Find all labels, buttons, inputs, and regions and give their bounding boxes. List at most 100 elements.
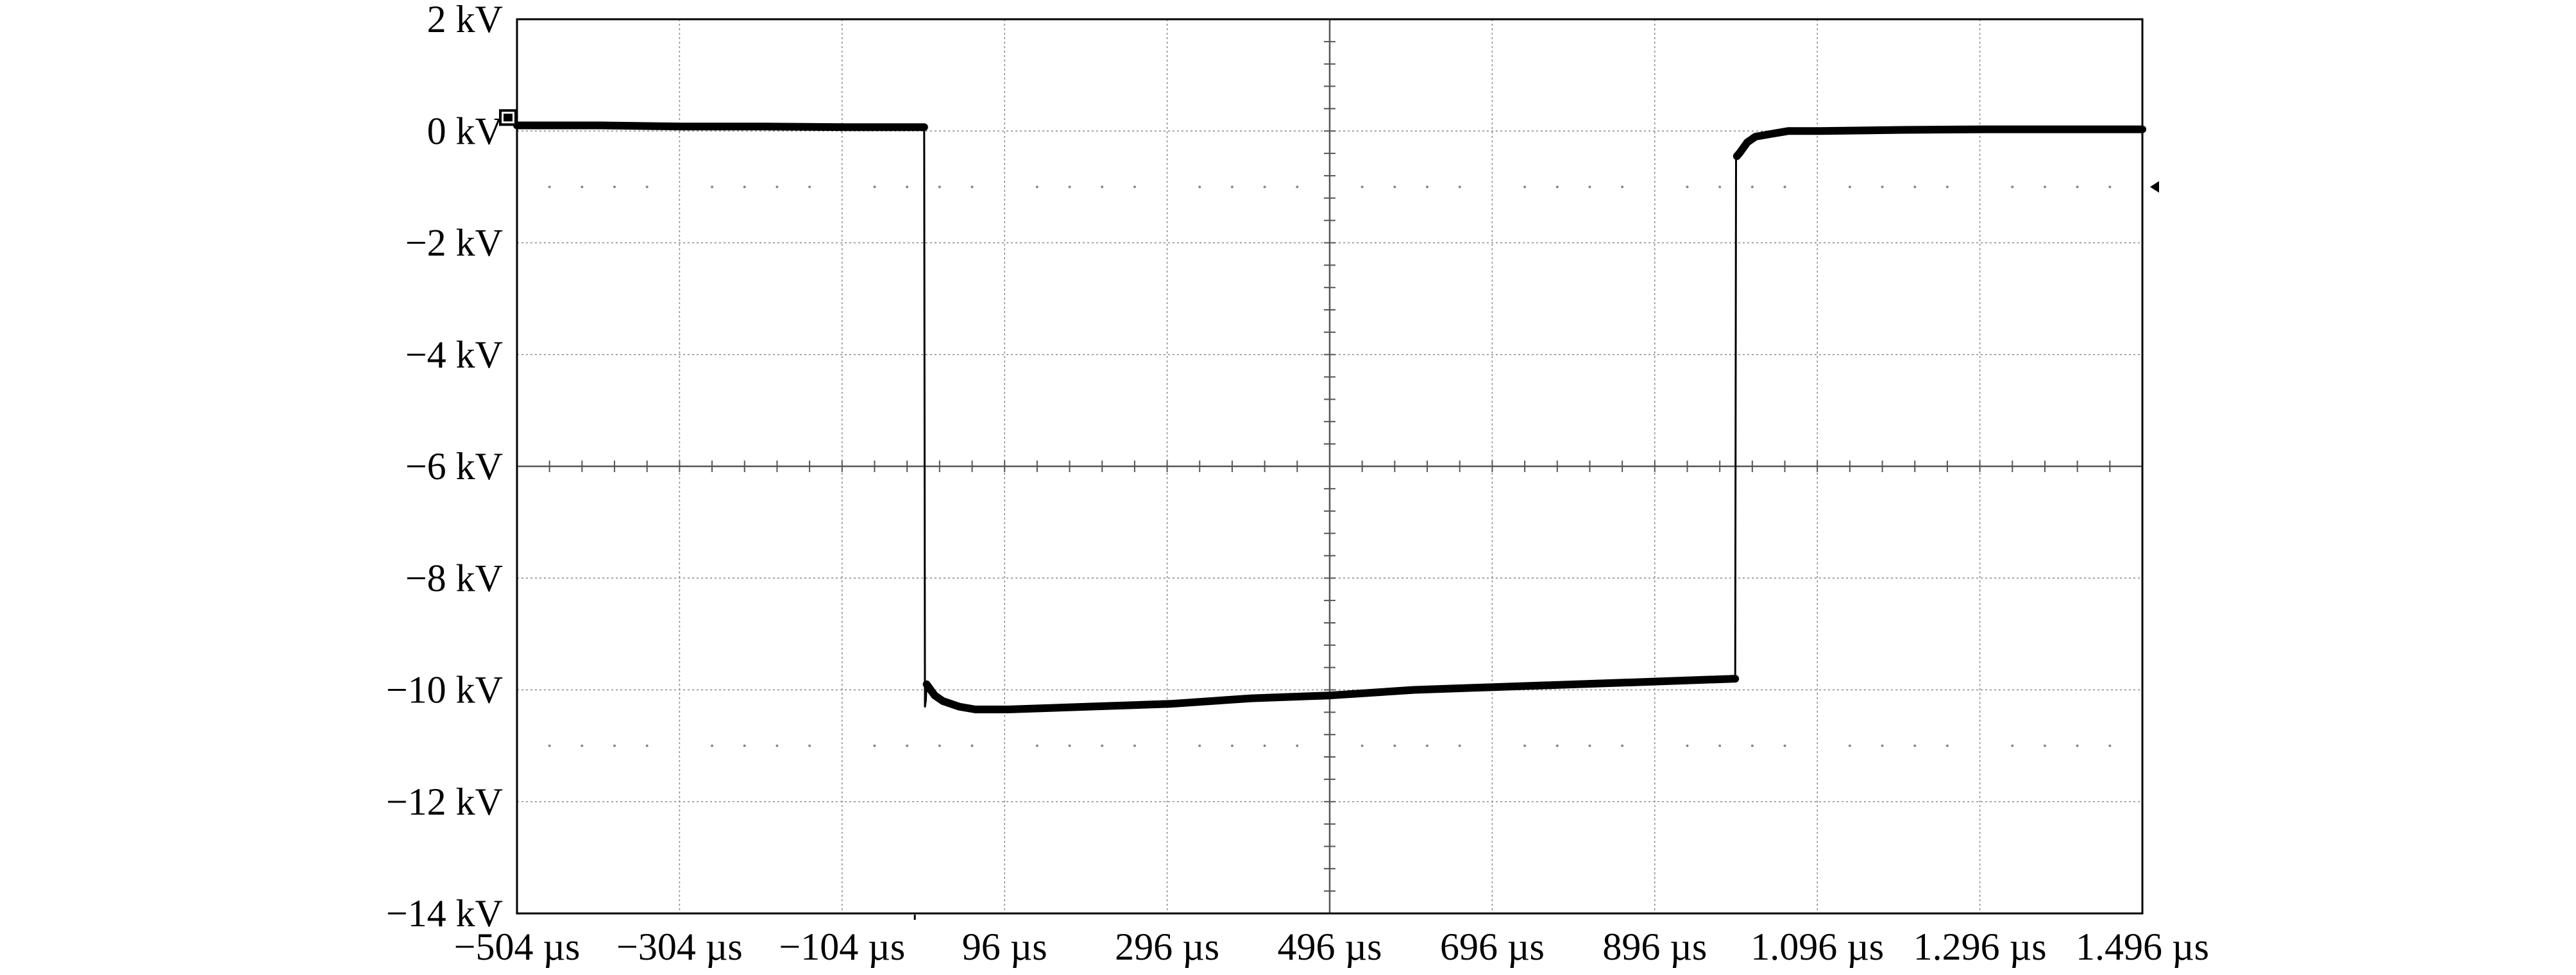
minor-grid-dot — [1426, 185, 1429, 189]
y-tick-label: −14 kV — [386, 892, 503, 935]
minor-grid-dot — [1686, 185, 1689, 189]
minor-grid-dot — [2108, 744, 2112, 747]
y-tick-label: 0 kV — [427, 110, 503, 152]
minor-grid-dot — [1068, 185, 1071, 189]
minor-grid-dot — [580, 744, 584, 747]
minor-grid-dot — [1686, 744, 1689, 747]
minor-grid-dot — [2011, 185, 2014, 189]
x-tick-label: 1.296 µs — [1913, 926, 2047, 968]
minor-grid-dot — [711, 185, 714, 189]
trace-segment — [922, 675, 1740, 713]
minor-grid-dot — [2043, 744, 2046, 747]
trigger-level-marker — [2150, 181, 2159, 193]
minor-grid-dot — [938, 185, 941, 189]
y-tick-label: −6 kV — [405, 445, 503, 488]
minor-grid-dot — [1101, 744, 1104, 747]
grid — [517, 19, 2142, 913]
x-tick-label: −504 µs — [454, 926, 580, 968]
minor-grid-dot — [711, 744, 714, 747]
minor-grid-dot — [1945, 744, 1949, 747]
minor-grid-dot — [645, 185, 648, 189]
minor-grid-dot — [548, 185, 551, 189]
minor-grid-dot — [1523, 185, 1527, 189]
minor-grid-dot — [970, 744, 974, 747]
minor-grid-dot — [1588, 744, 1591, 747]
x-tick-label: 896 µs — [1602, 926, 1707, 968]
minor-grid-dot — [548, 744, 551, 747]
y-tick-label: 2 kV — [427, 0, 503, 40]
channel-reference-marker-fill — [504, 114, 513, 122]
minor-grid-dot — [1230, 185, 1233, 189]
minor-grid-dot — [1621, 744, 1624, 747]
minor-grid-dot — [873, 744, 876, 747]
minor-grid-dot — [1783, 744, 1786, 747]
minor-grid-dot — [1848, 744, 1851, 747]
minor-grid-dot — [1393, 744, 1396, 747]
trace — [513, 121, 2146, 713]
minor-grid-dot — [1523, 744, 1527, 747]
minor-grid-dot — [873, 185, 876, 189]
x-tick-label: −304 µs — [616, 926, 743, 968]
minor-grid-dot — [1133, 744, 1136, 747]
minor-grid-dot — [1198, 185, 1201, 189]
y-tick-label: −8 kV — [405, 557, 503, 599]
markers — [499, 109, 2159, 920]
minor-grid-dot — [906, 185, 909, 189]
minor-grid-dot — [1458, 185, 1461, 189]
minor-grid-dot — [906, 744, 909, 747]
minor-grid-dot — [1263, 185, 1266, 189]
minor-grid-dot — [1783, 185, 1786, 189]
minor-grid-dot — [1101, 185, 1104, 189]
minor-grid-dot — [808, 744, 811, 747]
minor-grid-dot — [2076, 744, 2079, 747]
minor-grid-dot — [613, 744, 616, 747]
x-tick-label: −104 µs — [779, 926, 905, 968]
minor-grid-dot — [1068, 744, 1071, 747]
y-axis-ticks: 2 kV 0 kV −2 kV −4 kV −6 kV −8 kV −10 kV −12 kV… — [386, 0, 503, 935]
minor-grid-dot — [1881, 744, 1884, 747]
minor-grid-dot — [743, 185, 746, 189]
minor-grid-dot — [1296, 744, 1299, 747]
minor-grid-dot — [580, 185, 584, 189]
minor-grid-dot — [1296, 185, 1299, 189]
minor-grid-dot — [743, 744, 746, 747]
minor-grid-dot — [1718, 744, 1722, 747]
minor-grid-dot — [1393, 185, 1396, 189]
minor-grid-dot — [645, 744, 648, 747]
minor-grid-dot — [1621, 185, 1624, 189]
x-tick-label: 696 µs — [1440, 926, 1545, 968]
minor-grid-dot — [1881, 185, 1884, 189]
minor-grid-dot — [1555, 744, 1559, 747]
x-tick-label: 496 µs — [1278, 926, 1382, 968]
x-tick-label: 296 µs — [1115, 926, 1219, 968]
minor-grid-dot — [1426, 744, 1429, 747]
x-tick-label: 96 µs — [962, 926, 1047, 968]
minor-grid-dot — [2108, 185, 2112, 189]
minor-grid-dot — [2011, 744, 2014, 747]
minor-grid-dot — [808, 185, 811, 189]
minor-grid-dot — [1588, 185, 1591, 189]
y-tick-label: −12 kV — [386, 781, 503, 823]
minor-grid-dot — [970, 185, 974, 189]
minor-grid-dot — [1230, 744, 1233, 747]
minor-grid-dot — [1945, 185, 1949, 189]
minor-grid-dot — [1035, 744, 1038, 747]
trace-segment — [513, 121, 928, 131]
minor-grid-dot — [1848, 185, 1851, 189]
minor-grid-dot — [2076, 185, 2079, 189]
minor-grid-dot — [1360, 185, 1364, 189]
minor-grid-dot — [1913, 744, 1917, 747]
y-tick-label: −2 kV — [405, 222, 503, 264]
minor-grid-dot — [1360, 744, 1364, 747]
x-axis-ticks: −504 µs −304 µs −104 µs 96 µs 296 µs 496 µs 69… — [454, 926, 2209, 968]
trace-segment — [1733, 125, 2146, 160]
minor-grid-dot — [2043, 185, 2046, 189]
plot-frame — [516, 18, 2144, 915]
minor-grid-dot — [1458, 744, 1461, 747]
minor-grid-dot — [1035, 185, 1038, 189]
x-tick-label: 1.096 µs — [1750, 926, 1884, 968]
x-tick-label: 1.496 µs — [2076, 926, 2209, 968]
minor-grid-dot — [775, 185, 779, 189]
minor-grid-dot — [775, 744, 779, 747]
